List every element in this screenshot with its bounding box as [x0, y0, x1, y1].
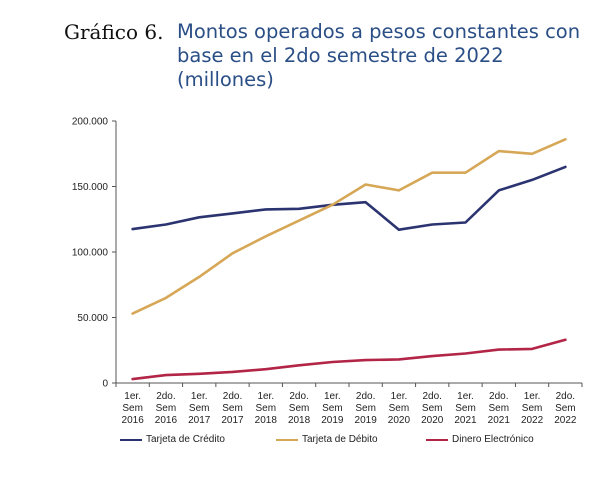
y-axis-ticks: 0 50.000 100.000 150.000 200.000	[72, 117, 116, 390]
x-tick-label: 1er. Sem 2019	[321, 391, 344, 426]
y-tick-label: 100.000	[72, 248, 109, 259]
axes	[115, 121, 582, 384]
x-tick-label: 2do. Sem 2017	[221, 391, 244, 426]
series-line	[131, 138, 567, 315]
series-line	[131, 338, 567, 381]
x-tick-label: 1er. Sem 2017	[188, 391, 211, 426]
x-tick-label: 1er. Sem 2021	[454, 391, 477, 426]
x-tick-label: 1er. Sem 2018	[255, 391, 278, 426]
figure-label: Gráfico 6.	[64, 20, 164, 44]
x-tick-label: 2do. Sem 2016	[155, 391, 178, 426]
series-line	[131, 165, 567, 231]
x-tick-label: 2do. Sem 2019	[355, 391, 378, 426]
legend-swatch	[120, 438, 142, 441]
legend-swatch	[276, 438, 298, 441]
legend-item: Tarjeta de Débito	[276, 434, 378, 445]
x-tick-label: 2do. Sem 2018	[288, 391, 311, 426]
x-tick-label: 2do. Sem 2021	[488, 391, 511, 426]
chart-title: Montos operados a pesos constantes con b…	[177, 20, 596, 92]
x-tick-label: 2do. Sem 2022	[554, 391, 577, 426]
legend-label: Dinero Electrónico	[452, 434, 534, 445]
x-tick-label: 1er. Sem 2022	[521, 391, 544, 426]
y-tick-label: 150.000	[72, 182, 109, 193]
legend: Tarjeta de Crédito Tarjeta de Débito Diner…	[120, 434, 590, 454]
y-tick-label: 0	[102, 379, 108, 390]
legend-label: Tarjeta de Débito	[302, 434, 378, 445]
x-tick-label: 2do. Sem 2020	[421, 391, 444, 426]
chart-title-line-1: Montos operados a pesos constantes con	[177, 20, 581, 43]
legend-item: Tarjeta de Crédito	[120, 434, 225, 445]
chart-title-line-3: (millones)	[177, 68, 274, 91]
chart-title-line-2: base en el 2do semestre de 2022	[177, 44, 504, 67]
series-lines	[131, 138, 567, 381]
y-tick-label: 200.000	[72, 117, 109, 128]
y-tick-label: 50.000	[77, 313, 108, 324]
legend-swatch	[426, 438, 448, 441]
x-tick-label: 1er. Sem 2020	[388, 391, 411, 426]
legend-item: Dinero Electrónico	[426, 434, 534, 445]
legend-label: Tarjeta de Crédito	[146, 434, 225, 445]
x-axis-ticks: 1er. Sem 2016 2do. Sem 2016 1er. Sem 2017 2do. Sem…	[115, 383, 583, 426]
x-tick-label: 1er. Sem 2016	[122, 391, 145, 426]
